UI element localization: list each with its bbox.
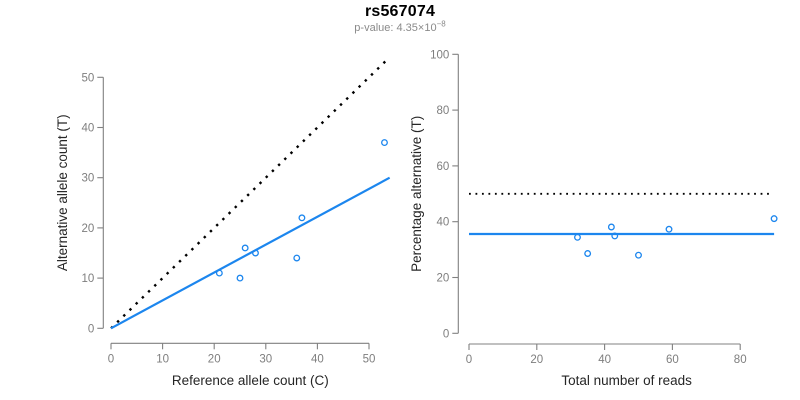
data-point bbox=[607, 223, 615, 231]
y-tick-label: 0 bbox=[88, 323, 94, 335]
p-value-text: p-value: 4.35×10 bbox=[354, 22, 437, 34]
data-point bbox=[584, 250, 592, 257]
y-tick-label: 40 bbox=[82, 123, 95, 135]
data-point bbox=[252, 249, 259, 257]
data-point bbox=[236, 274, 244, 282]
y-tick-label: 30 bbox=[82, 173, 95, 185]
x-tick-label: 20 bbox=[530, 354, 543, 366]
data-point bbox=[611, 232, 619, 240]
x-tick-label: 0 bbox=[108, 353, 114, 365]
data-point bbox=[241, 244, 249, 252]
x-tick-label: 80 bbox=[734, 354, 747, 366]
chart-header: rs567074 p-value: 4.35×10−8 bbox=[0, 3, 800, 34]
y-tick-label: 10 bbox=[82, 273, 95, 285]
chart-title: rs567074 bbox=[364, 3, 436, 20]
x-tick-label: 40 bbox=[311, 353, 324, 365]
x-tick-label: 60 bbox=[666, 354, 679, 366]
y-tick-label: 80 bbox=[437, 105, 450, 117]
data-point bbox=[293, 254, 301, 262]
data-point bbox=[665, 225, 673, 233]
x-tick-label: 0 bbox=[466, 354, 472, 366]
x-tick-label: 30 bbox=[259, 353, 272, 365]
allele-counts-scatter: 0 10 20 30 40 50 0 10 20 30 40 50 Reference allele c… bbox=[55, 56, 391, 388]
p-value-exponent: −8 bbox=[436, 19, 446, 29]
y-tick-label: 40 bbox=[437, 217, 450, 229]
x-tick-label: 20 bbox=[208, 353, 221, 365]
data-point bbox=[770, 215, 778, 223]
y-tick-label: 50 bbox=[82, 72, 95, 84]
fitted-proportion-line bbox=[110, 176, 391, 330]
data-point bbox=[574, 233, 581, 241]
data-point bbox=[215, 269, 223, 277]
identity-50pct-line bbox=[110, 56, 391, 330]
x-tick-label: 40 bbox=[598, 354, 611, 366]
data-point bbox=[381, 139, 388, 147]
x-axis-title: Reference allele count (C) bbox=[172, 373, 329, 388]
y-tick-label: 0 bbox=[443, 328, 449, 340]
x-tick-label: 50 bbox=[363, 353, 376, 365]
x-tick-label: 10 bbox=[156, 353, 169, 365]
y-tick-label: 20 bbox=[82, 223, 95, 235]
y-axis-title: Alternative allele count (T) bbox=[55, 114, 70, 271]
percentage-vs-reads-scatter: 0 20 40 60 80 0 20 40 60 80 100 Total number of rea… bbox=[409, 49, 778, 388]
data-point bbox=[635, 251, 642, 259]
x-axis-title: Total number of reads bbox=[561, 373, 692, 388]
y-tick-label: 20 bbox=[437, 273, 450, 285]
y-tick-label: 60 bbox=[437, 161, 450, 173]
data-point bbox=[298, 214, 306, 222]
y-tick-label: 100 bbox=[430, 49, 449, 61]
y-axis-title: Percentage alternative (T) bbox=[409, 116, 424, 272]
chart-subtitle: p-value: 4.35×10−8 bbox=[0, 19, 800, 34]
